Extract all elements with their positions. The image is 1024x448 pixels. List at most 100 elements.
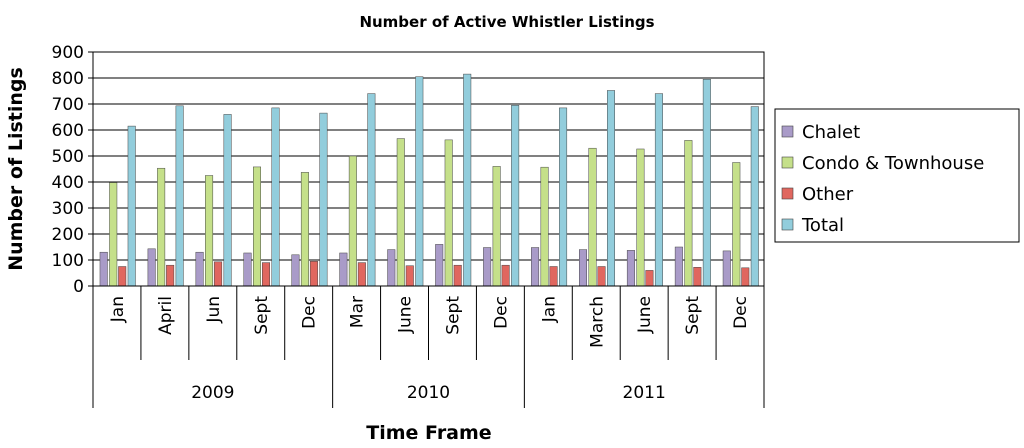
bar-total-2 [223, 114, 232, 287]
bar-chalet-13 [722, 250, 731, 287]
x-tick-label: June [396, 296, 416, 334]
legend-label: Total [801, 215, 844, 236]
bar-total-1 [175, 105, 184, 287]
x-tick-label: Sept [443, 296, 463, 335]
bar-condo-townhouse-9 [540, 166, 549, 287]
legend-label: Other [802, 184, 854, 205]
legend-box [774, 108, 1020, 243]
x-axis: Jan April Jun Sept Dec Mar June Sept Dec Jan March… [92, 286, 765, 408]
x-tick-label: Jan [539, 296, 559, 323]
bar-other-2 [214, 261, 223, 287]
bar-other-4 [309, 261, 318, 287]
y-tick-label: 700 [52, 95, 84, 115]
bar-chalet-5 [339, 252, 348, 287]
bar-other-7 [453, 264, 462, 287]
bar-total-7 [463, 73, 472, 287]
bar-other-6 [405, 265, 414, 287]
bar-chalet-4 [291, 254, 300, 287]
bar-chalet-0 [99, 251, 108, 287]
x-tick-label: April [156, 296, 176, 335]
bar-condo-townhouse-4 [300, 172, 309, 287]
bar-total-4 [319, 112, 328, 287]
x-tick-label: Jun [204, 296, 224, 324]
bar-condo-townhouse-10 [588, 147, 597, 287]
x-tick-label: Sept [252, 296, 272, 335]
bar-total-6 [415, 76, 424, 287]
legend-label: Condo & Townhouse [802, 153, 984, 174]
x-tick-label: Dec [491, 296, 511, 329]
bar-other-5 [357, 262, 366, 287]
y-tick-label: 600 [52, 121, 84, 141]
bar-condo-townhouse-12 [684, 140, 693, 287]
bar-condo-townhouse-2 [205, 175, 214, 287]
bar-condo-townhouse-0 [109, 182, 118, 287]
bar-condo-townhouse-13 [732, 162, 741, 287]
bar-chalet-9 [531, 247, 540, 287]
legend-swatch [781, 125, 794, 138]
bar-condo-townhouse-3 [253, 166, 261, 287]
bar-other-1 [166, 264, 175, 287]
bar-other-10 [597, 266, 606, 287]
y-tick-labels: 0 100 200 300 400 500 600 700 800 900 [52, 43, 93, 297]
x-tick-label: Dec [731, 296, 751, 329]
bar-chalet-7 [435, 244, 444, 287]
legend-swatch [781, 218, 794, 231]
y-tick-label: 300 [52, 199, 84, 219]
x-tick-label: June [635, 296, 655, 334]
y-tick-label: 900 [52, 43, 84, 63]
bar-chalet-1 [147, 248, 156, 287]
x-tick-label: Jan [108, 296, 128, 323]
bar-total-5 [367, 93, 376, 287]
bar-other-9 [549, 266, 558, 287]
bar-condo-townhouse-7 [444, 139, 453, 287]
gridlines [93, 77, 764, 261]
bar-other-3 [262, 262, 270, 287]
x-tick-label: Mar [348, 296, 368, 328]
chart-title: Number of Active Whistler Listings [359, 13, 654, 31]
bar-total-9 [559, 107, 568, 287]
x-group-label: 2010 [407, 383, 450, 403]
legend-label: Chalet [802, 122, 860, 143]
bar-total-11 [654, 93, 663, 287]
bar-total-13 [750, 106, 759, 287]
bar-condo-townhouse-5 [348, 155, 357, 287]
bar-other-11 [645, 270, 654, 287]
bar-chalet-10 [579, 249, 587, 287]
bar-other-12 [693, 267, 702, 287]
y-tick-label: 0 [73, 277, 84, 297]
y-axis-title: Number of Listings [5, 67, 27, 271]
bar-chalet-3 [243, 252, 252, 287]
bar-total-10 [607, 90, 615, 287]
bar-other-8 [501, 264, 510, 287]
x-tick-label: Sept [683, 296, 703, 335]
bar-condo-townhouse-11 [636, 148, 645, 287]
bar-other-0 [118, 266, 127, 287]
legend: Chalet Condo & Townhouse Other Total [774, 108, 1020, 243]
y-tick-label: 400 [52, 173, 84, 193]
bar-chalet-11 [626, 250, 635, 287]
bar-other-13 [741, 267, 750, 287]
plot-area-border [92, 51, 765, 287]
bar-total-3 [271, 107, 280, 287]
bar-total-12 [702, 79, 711, 287]
y-tick-label: 200 [52, 225, 84, 245]
bar-chalet-12 [674, 246, 683, 287]
legend-swatch [781, 187, 794, 200]
x-tick-label: March [587, 296, 607, 348]
y-tick-label: 100 [52, 251, 84, 271]
bar-total-0 [127, 125, 136, 287]
x-axis-title: Time Frame [366, 422, 491, 444]
bar-chalet-2 [195, 251, 204, 287]
bar-chalet-8 [483, 247, 492, 287]
bar-chalet-6 [387, 249, 396, 287]
x-group-label: 2011 [623, 383, 666, 403]
x-group-label: 2009 [191, 383, 234, 403]
y-tick-label: 500 [52, 147, 84, 167]
bar-total-8 [511, 105, 520, 287]
bars [99, 73, 759, 287]
x-tick-label: Dec [300, 296, 320, 329]
bar-condo-townhouse-8 [492, 166, 501, 287]
bar-condo-townhouse-1 [157, 167, 166, 287]
y-tick-label: 800 [52, 69, 84, 89]
